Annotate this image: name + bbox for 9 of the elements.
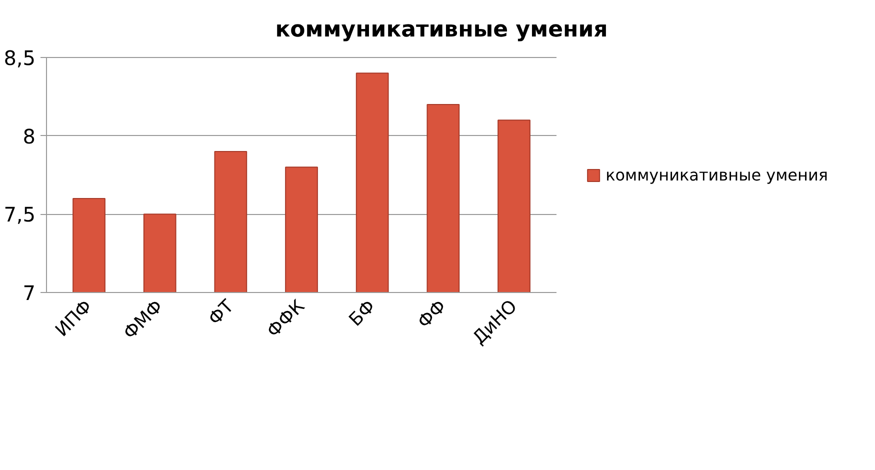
y-tick-label: 7 [22,281,36,305]
x-tick-label: БФ [345,296,380,331]
y-tick-label: 8,5 [4,46,36,70]
y-tick-label: 7,5 [4,202,36,227]
chart-title: коммуникативные умения [275,18,608,42]
y-tick-label: 8 [22,124,36,148]
legend-label: коммуникативные умения [606,165,828,184]
x-tick-label: ФТ [204,295,239,330]
x-tick-label: ФФ [414,296,451,333]
